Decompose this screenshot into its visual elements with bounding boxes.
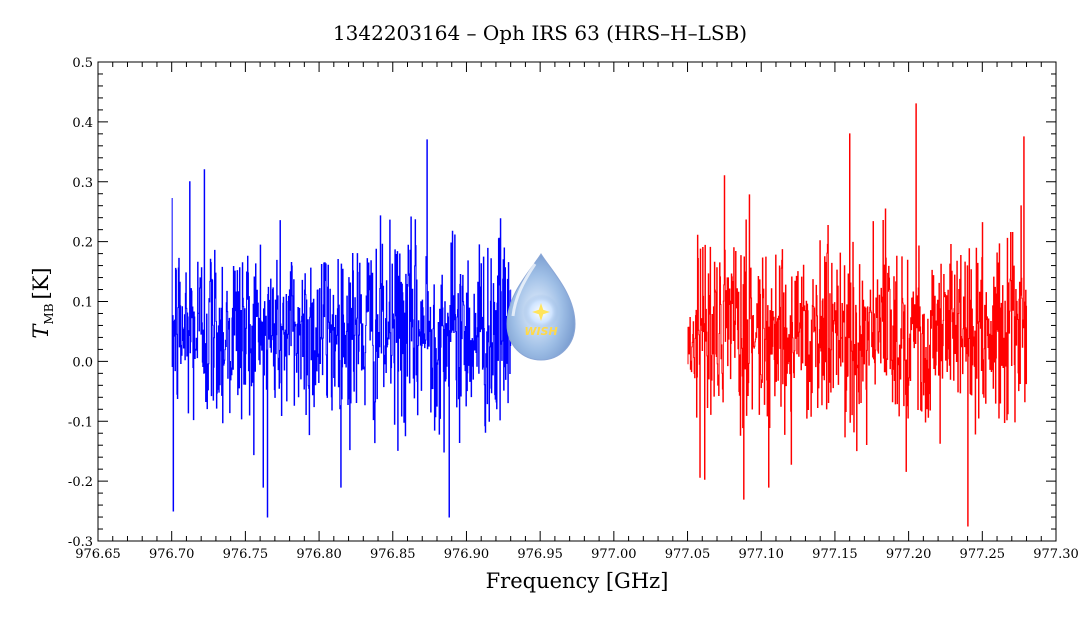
wish-logo-text: WISH xyxy=(524,325,557,338)
x-tick-label: 977.10 xyxy=(738,547,784,562)
x-tick-label: 976.75 xyxy=(223,547,269,562)
y-axis-label-unit: [K] xyxy=(29,267,53,299)
y-tick-label: 0.2 xyxy=(72,236,93,251)
y-tick-label: -0.1 xyxy=(68,415,93,430)
y-tick-label: 0.0 xyxy=(72,355,93,370)
x-tick-label: 976.95 xyxy=(517,547,563,562)
x-tick-label: 977.30 xyxy=(1033,547,1079,562)
y-axis-label-sub: MB xyxy=(42,303,56,324)
series-layer xyxy=(171,103,1028,527)
x-tick-label: 977.05 xyxy=(665,547,711,562)
x-tick-label: 977.25 xyxy=(960,547,1006,562)
x-tick-label: 976.85 xyxy=(370,547,416,562)
x-tick-label: 976.70 xyxy=(149,547,195,562)
chart-title: 1342203164 – Oph IRS 63 (HRS–H–LSB) xyxy=(333,21,747,45)
x-tick-label: 976.90 xyxy=(444,547,490,562)
x-tick-label: 976.80 xyxy=(296,547,342,562)
svg-text:TMB[K]: TMB [K] xyxy=(29,267,56,338)
y-tick-label: -0.2 xyxy=(68,475,93,490)
x-axis-label: Frequency [GHz] xyxy=(486,569,669,593)
y-tick-label: 0.1 xyxy=(72,296,93,311)
spectrum-series-1 xyxy=(171,139,512,518)
y-axis-label-main: T xyxy=(29,323,53,339)
y-tick-label: -0.3 xyxy=(68,535,93,550)
y-tick-label: 0.4 xyxy=(72,116,93,131)
x-tick-label: 977.00 xyxy=(591,547,637,562)
spectrum-series-2 xyxy=(687,103,1028,527)
wish-logo: WISH xyxy=(506,253,576,361)
x-tick-label: 977.15 xyxy=(812,547,858,562)
y-axis-label: TMB [K] xyxy=(29,267,56,338)
y-tick-label: 0.3 xyxy=(72,176,93,191)
x-axis: 976.65 976.70 976.75 976.80 976.85 976.90 976.… xyxy=(75,62,1079,562)
x-tick-label: 976.65 xyxy=(75,547,121,562)
y-axis: -0.3 -0.2 -0.1 0.0 0.1 0.2 0.3 0.4 0.5 xyxy=(68,56,1056,550)
x-tick-label: 977.20 xyxy=(886,547,932,562)
y-tick-label: 0.5 xyxy=(72,56,93,71)
